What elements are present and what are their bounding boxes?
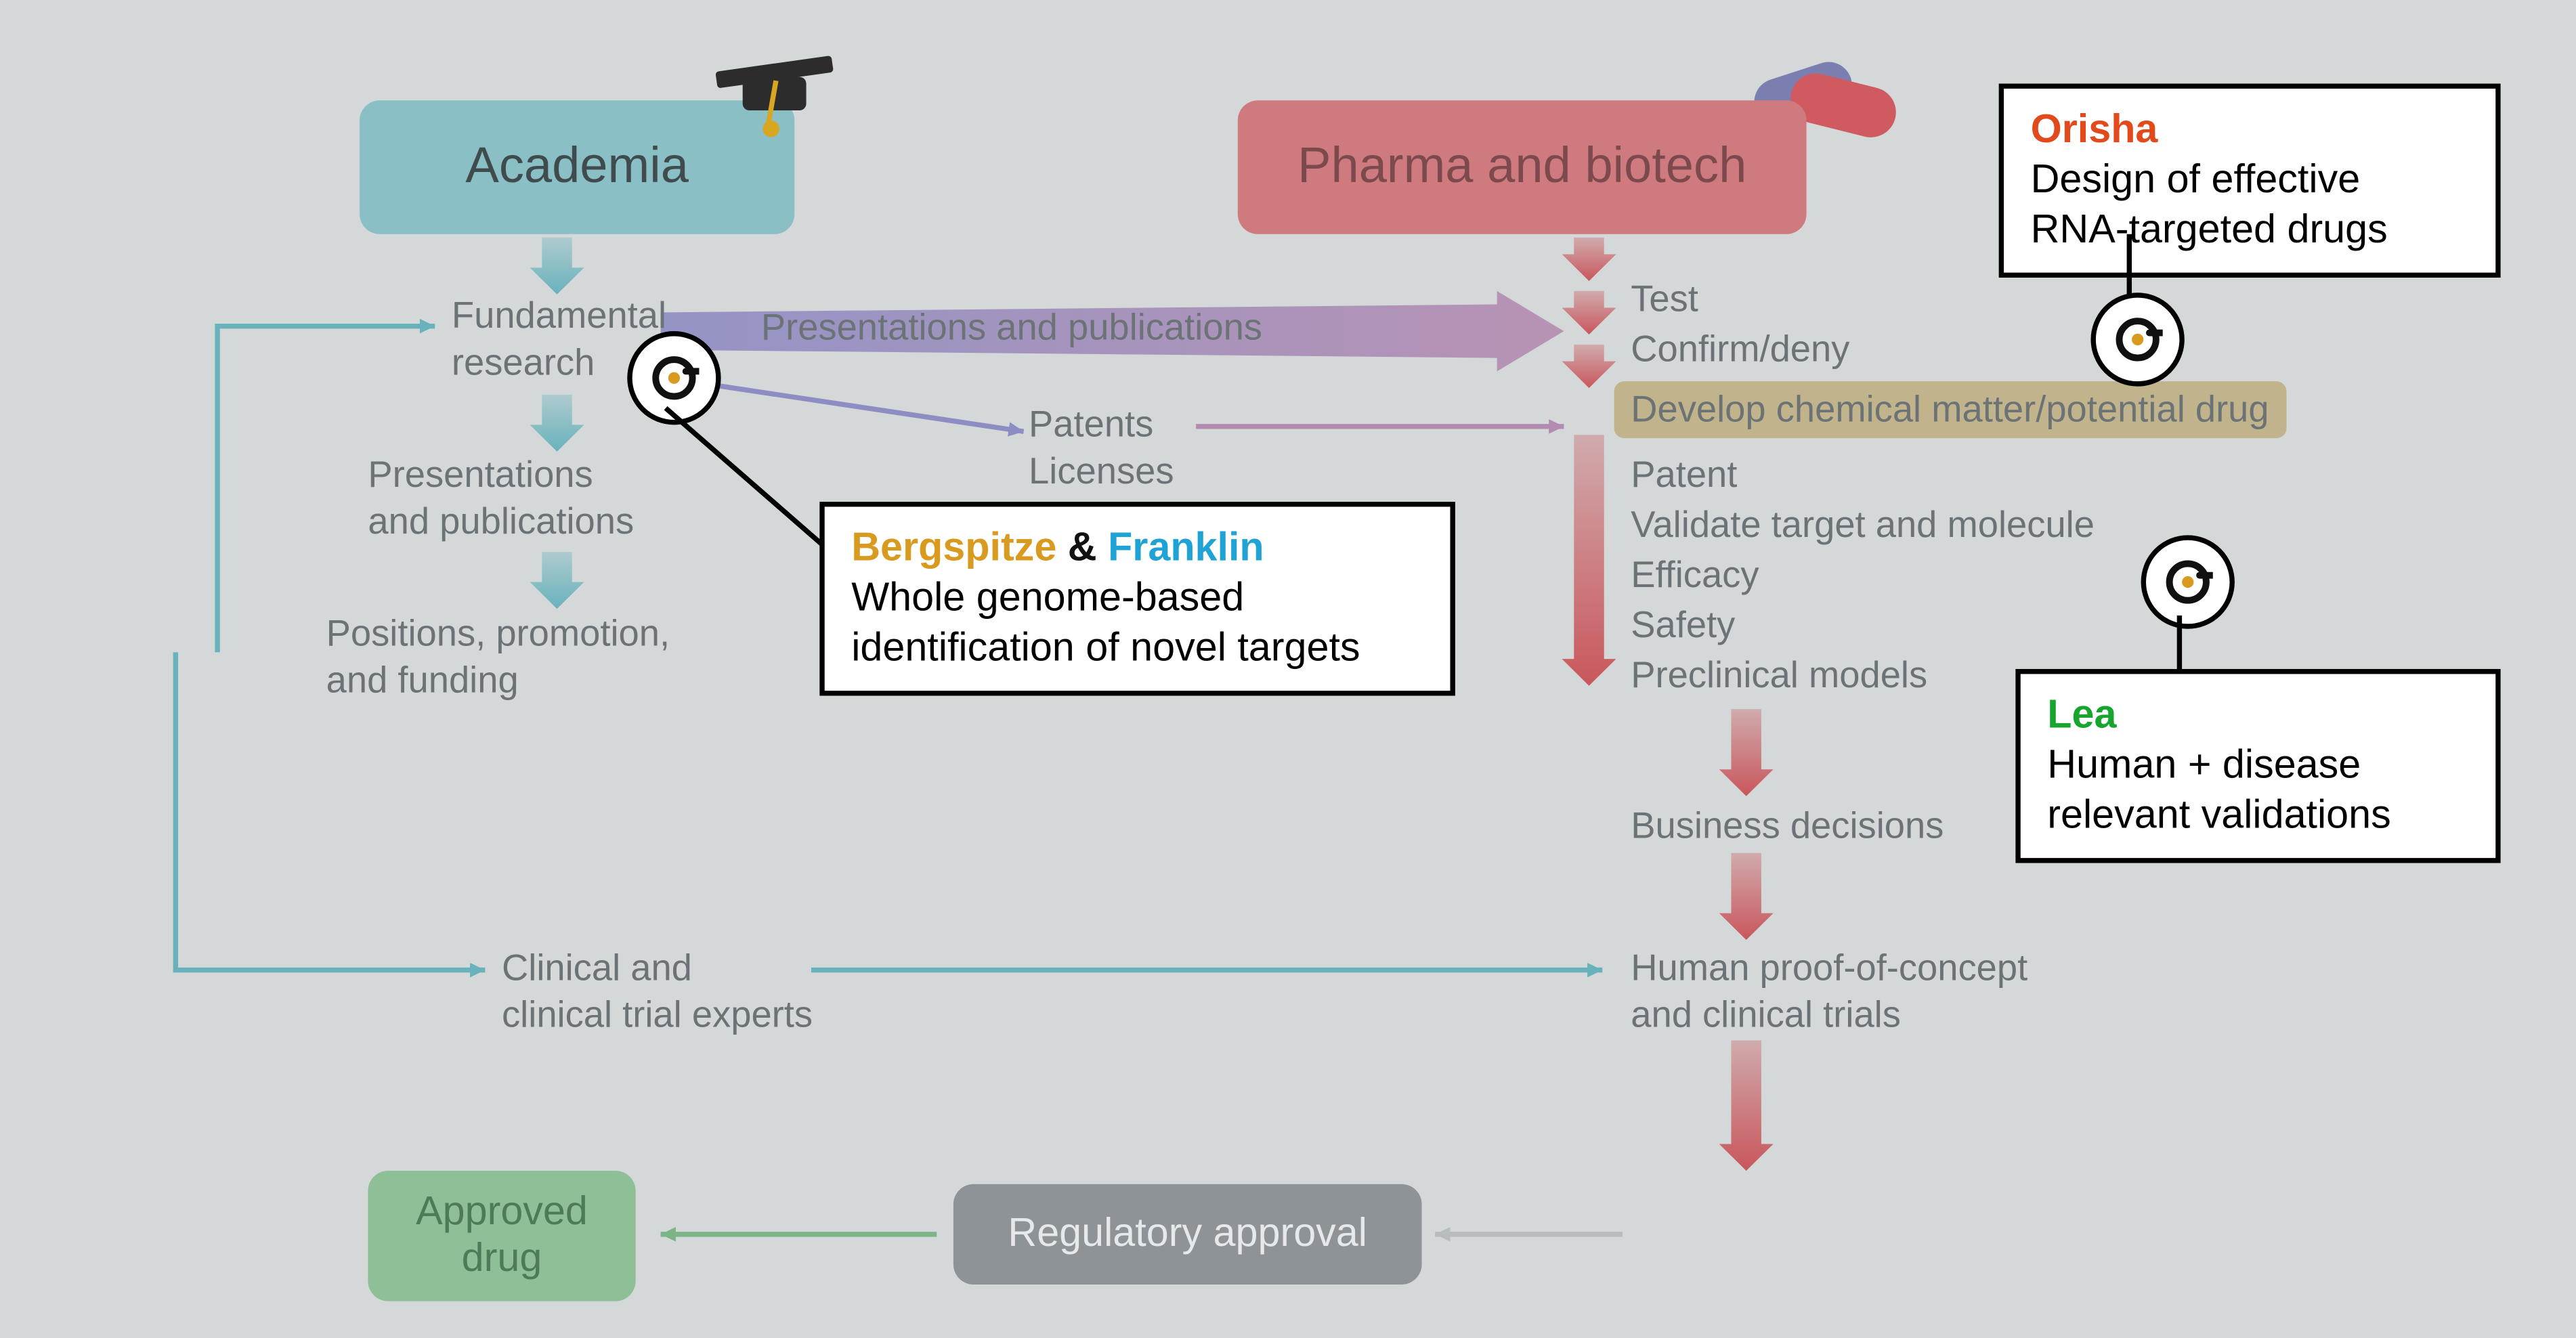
label-pres_pub_arrow: Presentations and publications bbox=[761, 305, 1262, 351]
node-pharma-label: Pharma and biotech bbox=[1297, 139, 1746, 196]
callout-lea-body: Human + disease relevant validations bbox=[2047, 741, 2468, 841]
company-icon-orisha bbox=[2091, 293, 2185, 386]
callout-lea-title: Lea bbox=[2047, 691, 2468, 741]
node-regulatory-label: Regulatory approval bbox=[1008, 1211, 1367, 1257]
label-business: Business decisions bbox=[1631, 803, 1944, 849]
label-positions: Positions, promotion, and funding bbox=[326, 611, 670, 703]
callout-berg-body: Whole genome-based identification of nov… bbox=[851, 574, 1423, 674]
node-regulatory-approval: Regulatory approval bbox=[953, 1184, 1422, 1285]
label-confirm: Confirm/deny bbox=[1631, 326, 1849, 372]
callout-orisha-title: Orisha bbox=[2031, 106, 2469, 156]
label-patent2: Patent bbox=[1631, 452, 1737, 498]
label-develop: Develop chemical matter/potential drug bbox=[1614, 381, 2286, 437]
company-icon-lea bbox=[2141, 535, 2235, 628]
node-pharma: Pharma and biotech bbox=[1238, 100, 1807, 234]
label-test: Test bbox=[1631, 276, 1698, 322]
label-preclin: Preclinical models bbox=[1631, 652, 1927, 698]
company-icon-berg bbox=[627, 331, 721, 425]
graduation-cap-icon bbox=[702, 50, 853, 134]
label-human_poc: Human proof-of-concept and clinical tria… bbox=[1631, 945, 2027, 1037]
label-pres_pub_left: Presentations and publications bbox=[368, 452, 634, 544]
node-academia-label: Academia bbox=[465, 139, 689, 196]
callout-bergspitze-franklin: Bergspitze & Franklin Whole genome-based… bbox=[819, 502, 1455, 696]
label-safety: Safety bbox=[1631, 602, 1735, 648]
callout-lea: Lea Human + disease relevant validations bbox=[2015, 669, 2500, 863]
callout-berg-title: Bergspitze & Franklin bbox=[851, 523, 1423, 574]
label-clinical_experts: Clinical and clinical trial experts bbox=[502, 945, 813, 1037]
node-approved-drug: Approved drug bbox=[368, 1171, 635, 1301]
label-efficacy: Efficacy bbox=[1631, 552, 1759, 598]
callout-orisha-body: Design of effective RNA-targeted drugs bbox=[2031, 156, 2469, 256]
callout-orisha: Orisha Design of effective RNA-targeted … bbox=[1999, 84, 2501, 278]
label-patents: Patents Licenses bbox=[1029, 402, 1174, 494]
node-approved-label: Approved drug bbox=[416, 1189, 588, 1282]
label-validate: Validate target and molecule bbox=[1631, 502, 2095, 548]
